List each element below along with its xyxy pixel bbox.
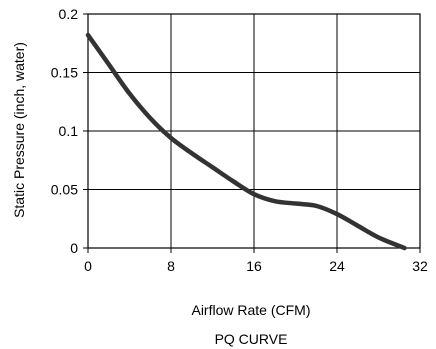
- series-layer: [85, 32, 407, 251]
- x-tick-label: 24: [329, 258, 345, 274]
- pq-curve-line: [85, 32, 407, 251]
- x-axis-title: Airflow Rate (CFM): [191, 302, 310, 318]
- y-tick-label: 0.2: [59, 6, 79, 22]
- x-tick-label: 16: [246, 258, 262, 274]
- y-tick-label: 0.1: [59, 123, 79, 139]
- grid: [88, 14, 420, 248]
- y-tick-label: 0.15: [51, 65, 78, 81]
- x-tick-label: 32: [412, 258, 428, 274]
- x-tick-label: 8: [167, 258, 175, 274]
- y-tick-label: 0: [70, 240, 78, 256]
- x-tick-label: 0: [84, 258, 92, 274]
- axis-ticks: 0 8 16 24 32 0 0.05 0.1 0.15 0.2: [51, 6, 428, 274]
- y-tick-label: 0.05: [51, 182, 78, 198]
- chart-title: PQ CURVE: [215, 331, 288, 347]
- y-axis-title: Static Pressure (inch, water): [11, 42, 27, 218]
